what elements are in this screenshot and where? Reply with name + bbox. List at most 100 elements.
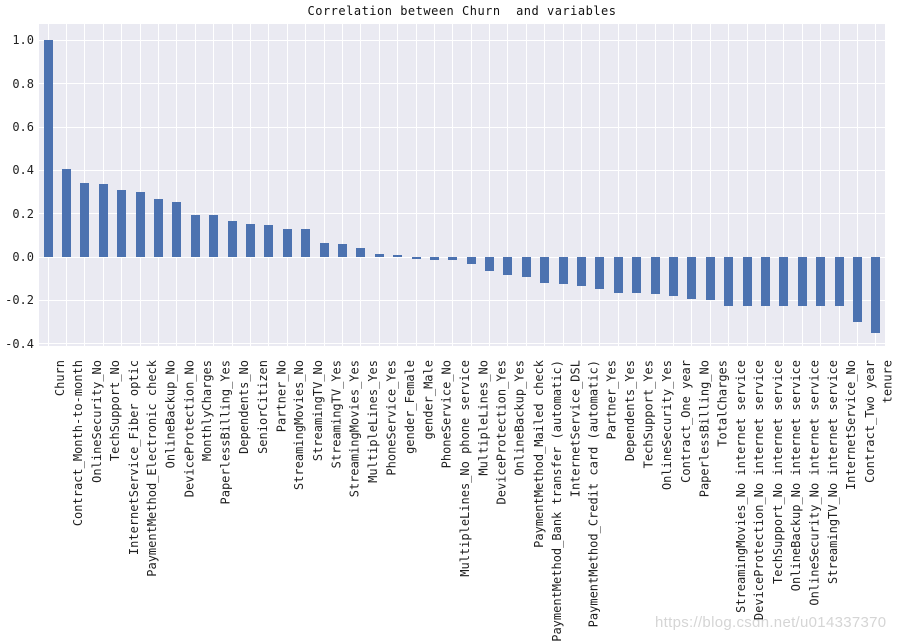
x-tick-label: MonthlyCharges bbox=[200, 360, 215, 462]
x-tick-label: OnlineSecurity_No bbox=[89, 360, 104, 483]
y-tick-label: -0.2 bbox=[5, 293, 34, 308]
x-tick-label: PaymentMethod_Electronic check bbox=[145, 360, 160, 577]
x-gridline bbox=[838, 24, 840, 346]
x-gridline bbox=[764, 24, 766, 346]
bar-PaperlessBilling_No bbox=[687, 257, 697, 299]
x-gridline bbox=[636, 24, 638, 346]
y-gridline bbox=[39, 343, 885, 345]
x-gridline bbox=[856, 24, 858, 346]
y-gridline bbox=[39, 256, 885, 258]
bar-TotalCharges bbox=[705, 257, 715, 301]
bar-OnlineSecurity_Yes bbox=[650, 257, 660, 295]
bar-gender_Male bbox=[411, 257, 421, 259]
x-gridline bbox=[581, 24, 583, 346]
x-tick-label: MultipleLines_Yes bbox=[365, 360, 380, 483]
x-gridline bbox=[286, 24, 288, 346]
x-gridline bbox=[121, 24, 123, 346]
bar-PhoneService_Yes bbox=[374, 254, 384, 257]
x-tick-label: PaymentMethod_Credit card (automatic) bbox=[586, 360, 601, 628]
bar-OnlineBackup_No bbox=[154, 198, 164, 257]
x-gridline bbox=[801, 24, 803, 346]
x-tick-label: PaperlessBilling_No bbox=[696, 360, 711, 498]
y-tick-label: 0.0 bbox=[12, 250, 34, 264]
bar-Dependents_Yes bbox=[613, 257, 623, 293]
x-gridline bbox=[544, 24, 546, 346]
bar-StreamingMovies_Yes bbox=[337, 243, 347, 257]
y-gridline bbox=[39, 213, 885, 215]
y-gridline bbox=[39, 299, 885, 301]
bar-TechSupport_No internet service bbox=[760, 257, 770, 307]
x-tick-label: StreamingTV_Yes bbox=[329, 360, 344, 469]
x-gridline bbox=[654, 24, 656, 346]
x-gridline bbox=[341, 24, 343, 346]
x-gridline bbox=[158, 24, 160, 346]
x-tick-label: Contract_One year bbox=[678, 360, 693, 483]
x-gridline bbox=[433, 24, 435, 346]
bar-MultipleLines_Yes bbox=[356, 248, 366, 257]
bar-StreamingMovies_No internet service bbox=[724, 257, 734, 307]
y-tick-label: -0.4 bbox=[5, 336, 34, 351]
bar-gender_Female bbox=[393, 255, 403, 257]
bar-SeniorCitizen bbox=[246, 224, 255, 257]
bar-Contract_One year bbox=[669, 257, 678, 296]
bar-DeviceProtection_Yes bbox=[485, 257, 495, 272]
x-tick-label: StreamingMovies_Yes bbox=[347, 360, 362, 498]
x-tick-label: Churn bbox=[53, 360, 68, 397]
y-tick-label: 0.8 bbox=[12, 76, 34, 91]
bar-StreamingTV_No bbox=[301, 229, 311, 257]
x-tick-label: Dependents_Yes bbox=[623, 360, 638, 462]
x-tick-label: InternetService_DSL bbox=[568, 360, 583, 498]
x-gridline bbox=[562, 24, 564, 346]
x-gridline bbox=[507, 24, 509, 346]
x-gridline bbox=[139, 24, 141, 346]
bar-PaymentMethod_Electronic check bbox=[135, 191, 145, 257]
x-tick-label: Contract_Month-to-month bbox=[71, 360, 86, 527]
bar-PaymentMethod_Bank transfer (automatic) bbox=[540, 257, 550, 283]
y-tick-label: 0.2 bbox=[12, 206, 34, 221]
x-tick-label: MultipleLines_No bbox=[476, 360, 491, 476]
x-tick-label: PaymentMethod_Mailed check bbox=[531, 360, 546, 548]
y-tick-label: 0.4 bbox=[12, 163, 34, 178]
bar-OnlineBackup_No internet service bbox=[779, 257, 789, 307]
x-tick-label: OnlineSecurity_No internet service bbox=[807, 360, 822, 606]
x-tick-label: TechSupport_No internet service bbox=[770, 360, 785, 584]
bar-StreamingMovies_No bbox=[282, 228, 292, 257]
bar-Contract_Two year bbox=[852, 257, 862, 323]
x-tick-label: OnlineBackup_Yes bbox=[512, 360, 527, 476]
x-gridline bbox=[746, 24, 748, 346]
x-tick-label: TotalCharges bbox=[715, 360, 730, 447]
bar-tenure bbox=[871, 257, 881, 334]
x-tick-label: OnlineBackup_No internet service bbox=[788, 360, 803, 592]
x-gridline bbox=[820, 24, 822, 346]
x-tick-label: Dependents_No bbox=[237, 360, 252, 454]
bar-OnlineSecurity_No bbox=[80, 182, 90, 257]
bar-MonthlyCharges bbox=[190, 215, 200, 257]
x-tick-label: tenure bbox=[880, 360, 895, 404]
bar-MultipleLines_No phone service bbox=[448, 257, 458, 260]
x-tick-label: InternetService_Fiber optic bbox=[126, 360, 141, 556]
bar-StreamingTV_No internet service bbox=[816, 257, 826, 307]
x-tick-label: SeniorCitizen bbox=[255, 360, 270, 454]
x-tick-label: PaperlessBilling_Yes bbox=[218, 360, 233, 505]
y-gridline bbox=[39, 83, 885, 85]
x-gridline bbox=[489, 24, 491, 346]
x-gridline bbox=[378, 24, 380, 346]
x-tick-label: gender_Female bbox=[402, 360, 417, 454]
y-tick-label: 0.6 bbox=[12, 120, 34, 135]
bar-PaymentMethod_Mailed check bbox=[521, 257, 531, 277]
x-tick-label: StreamingTV_No internet service bbox=[825, 360, 840, 584]
x-gridline bbox=[728, 24, 730, 346]
x-tick-label: gender_Male bbox=[421, 360, 436, 440]
bar-Churn bbox=[43, 40, 53, 257]
x-gridline bbox=[452, 24, 454, 346]
x-gridline bbox=[305, 24, 307, 346]
x-tick-label: StreamingMovies_No bbox=[292, 360, 307, 491]
bar-Partner_No bbox=[264, 224, 274, 257]
x-tick-label: DeviceProtection_Yes bbox=[494, 360, 509, 505]
chart-title: Correlation between Churn and variables bbox=[307, 4, 617, 18]
x-tick-label: MultipleLines_No phone service bbox=[457, 360, 472, 577]
bar-TechSupport_Yes bbox=[632, 257, 642, 293]
x-tick-label: InternetService_No bbox=[844, 360, 859, 491]
x-tick-label: TechSupport_Yes bbox=[641, 360, 656, 469]
